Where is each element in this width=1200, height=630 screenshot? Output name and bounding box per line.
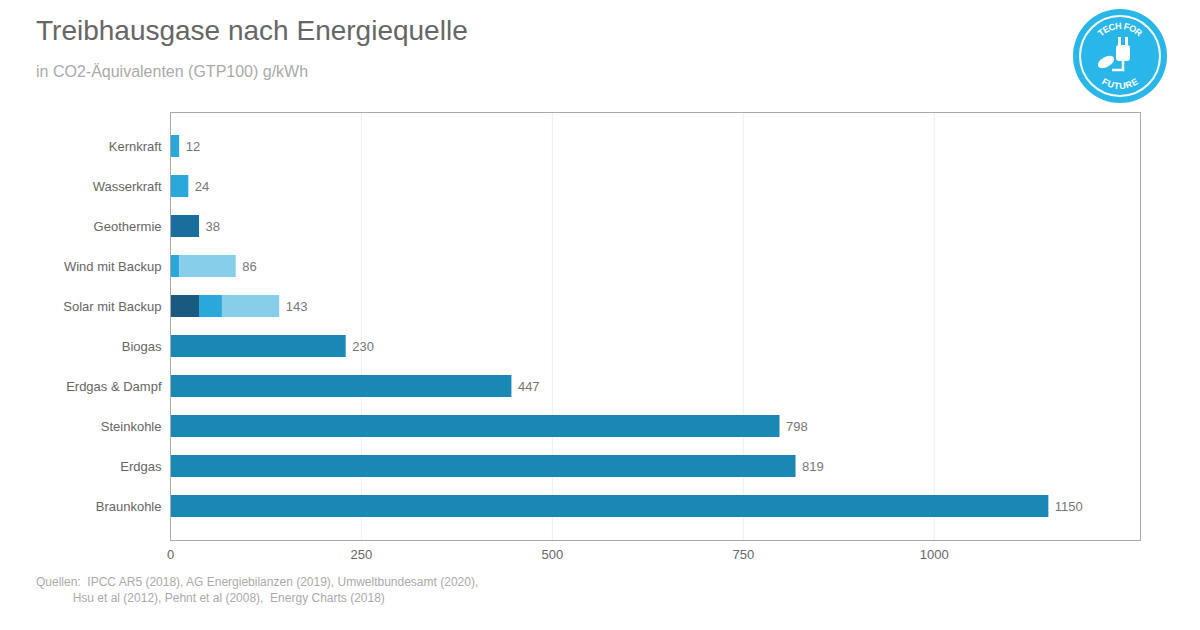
- svg-text:Wind mit Backup: Wind mit Backup: [64, 259, 162, 274]
- html-text:Hsu et al (2012), Pehnt et al: Hsu et al (2012), Pehnt et al (2008), En…: [36, 591, 385, 605]
- svg-text:Erdgas & Dampf: Erdgas & Dampf: [66, 379, 162, 394]
- svg-text:230: 230: [352, 339, 374, 354]
- svg-text:TECH FOR: TECH FOR: [1096, 21, 1144, 39]
- svg-text:Biogas: Biogas: [122, 339, 162, 354]
- svg-text:Solar mit Backup: Solar mit Backup: [63, 299, 161, 314]
- html-text:Quellen: IPCC AR5 (2018), AG E: Quellen: IPCC AR5 (2018), AG Energiebila…: [36, 575, 479, 589]
- svg-text:143: 143: [286, 299, 308, 314]
- svg-text:Geothermie: Geothermie: [94, 219, 162, 234]
- svg-text:Braunkohle: Braunkohle: [96, 499, 162, 514]
- svg-text:Steinkohle: Steinkohle: [101, 419, 162, 434]
- svg-text:12: 12: [186, 139, 200, 154]
- svg-text:250: 250: [351, 547, 373, 562]
- svg-text:24: 24: [195, 179, 209, 194]
- svg-text:500: 500: [542, 547, 564, 562]
- svg-text:0: 0: [167, 547, 174, 562]
- svg-text:1000: 1000: [920, 547, 949, 562]
- svg-text:86: 86: [242, 259, 256, 274]
- svg-text:Wasserkraft: Wasserkraft: [93, 179, 162, 194]
- svg-text:819: 819: [802, 459, 824, 474]
- html-text:Treibhausgase nach Energiequel: Treibhausgase nach Energiequelle: [36, 15, 468, 46]
- svg-text:Kernkraft: Kernkraft: [109, 139, 162, 154]
- svg-text:Erdgas: Erdgas: [120, 459, 162, 474]
- svg-text:FUTURE: FUTURE: [1100, 76, 1139, 91]
- svg-text:750: 750: [732, 547, 754, 562]
- html-text:in CO2-Äquivalenten (GTP100) g: in CO2-Äquivalenten (GTP100) g/kWh: [36, 63, 309, 80]
- svg-text:447: 447: [518, 379, 540, 394]
- svg-text:38: 38: [206, 219, 220, 234]
- svg-text:798: 798: [786, 419, 808, 434]
- svg-text:1150: 1150: [1055, 499, 1083, 514]
